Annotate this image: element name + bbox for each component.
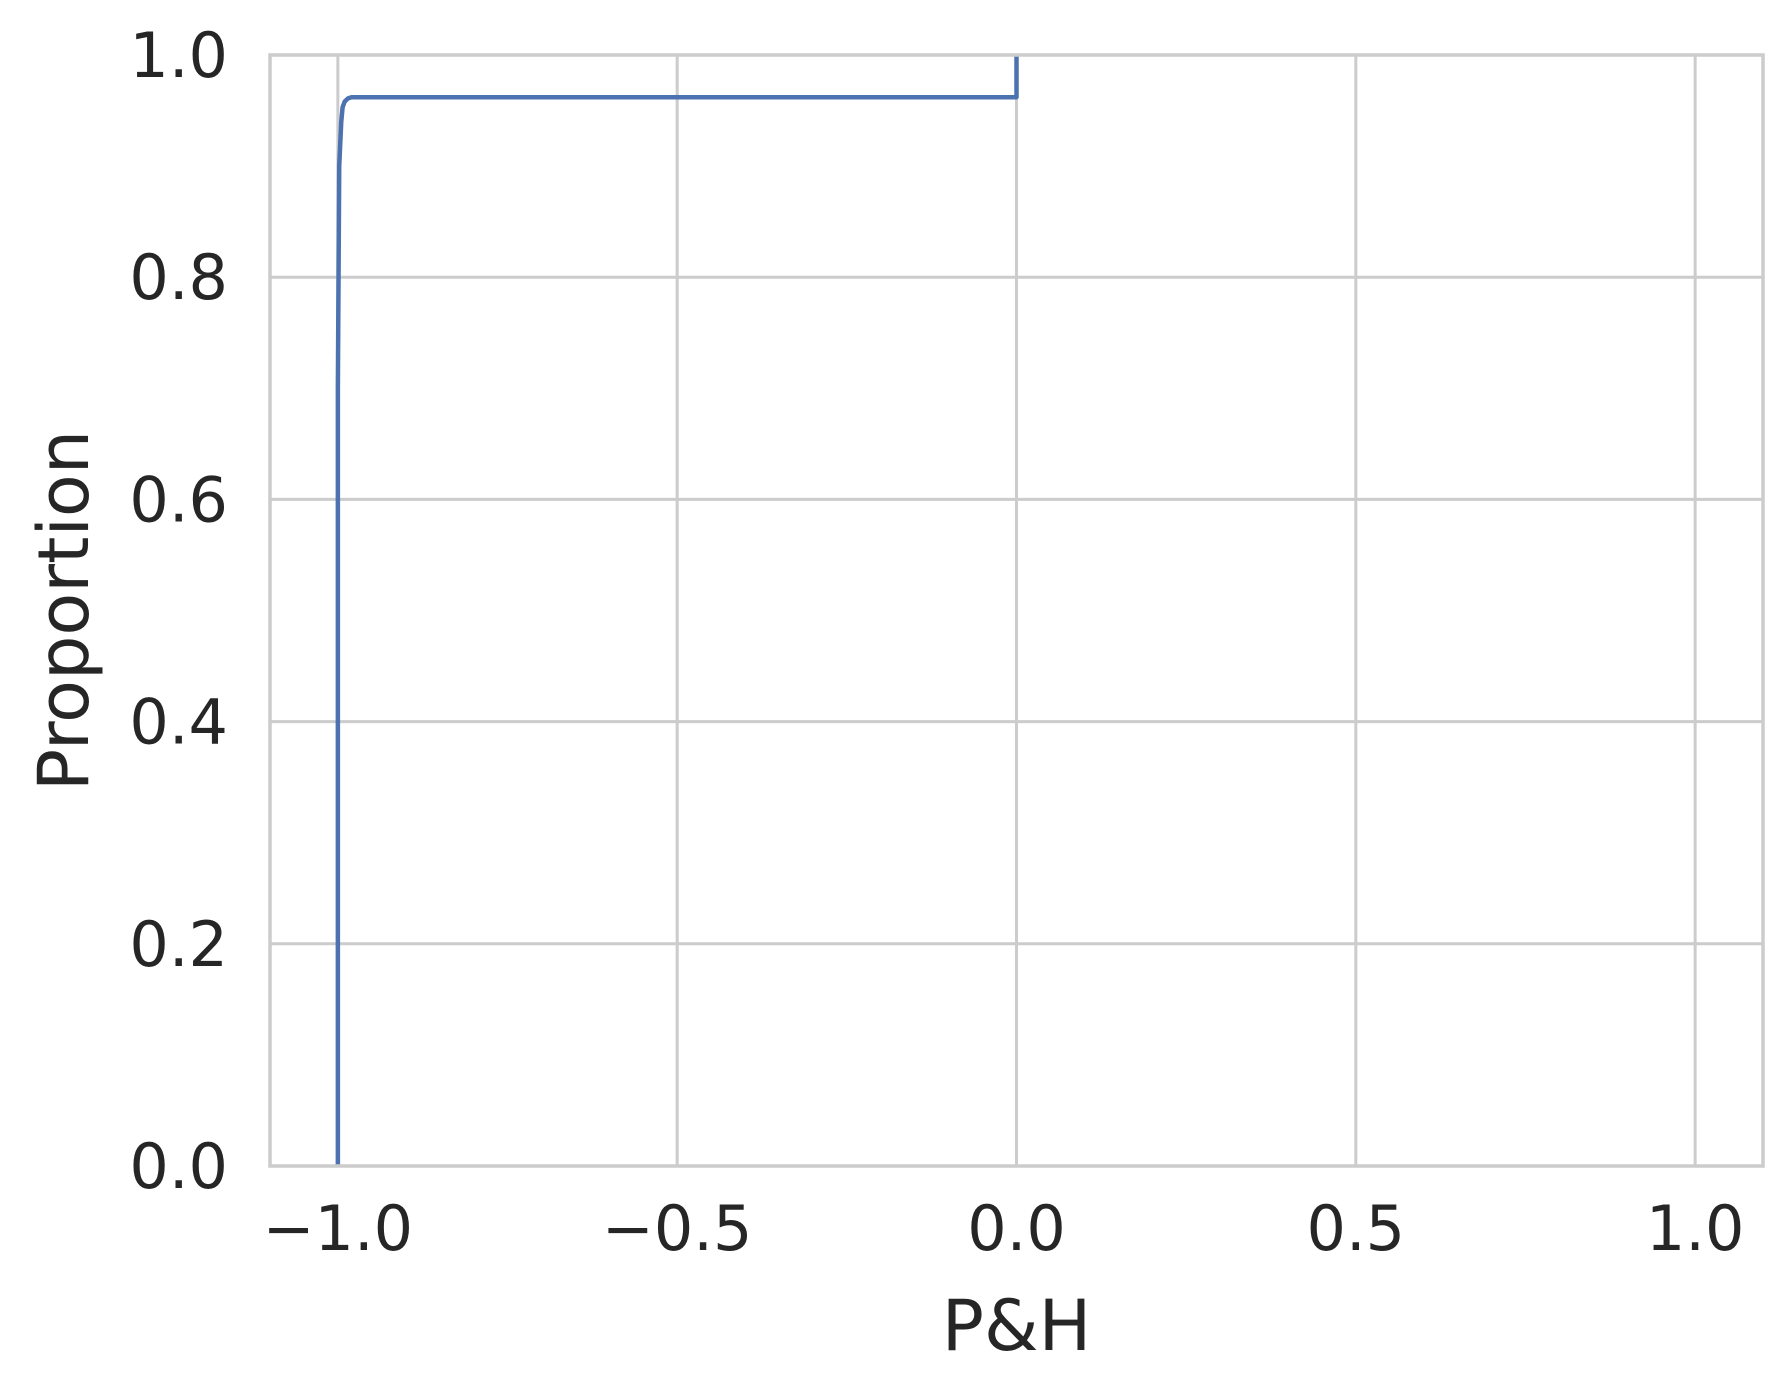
ecdf-series-line-0 [335, 55, 1019, 1166]
x-tick-label: −0.5 [602, 1192, 753, 1265]
y-tick-label: 0.0 [129, 1130, 228, 1203]
y-tick-label: 0.6 [129, 463, 228, 536]
y-tick-label: 0.8 [129, 241, 228, 314]
y-axis-label: Proportion [23, 430, 105, 791]
y-tick-label: 0.4 [129, 686, 228, 759]
x-tick-label: 0.5 [1307, 1192, 1406, 1265]
x-axis-label: P&H [942, 1285, 1091, 1367]
plot-border [268, 53, 1765, 1168]
x-tick-label: 1.0 [1646, 1192, 1745, 1265]
plot-frame [268, 53, 1765, 1168]
y-tick-labels: 0.0 0.2 0.4 0.6 0.8 1.0 [129, 19, 228, 1203]
x-tick-label: 0.0 [967, 1192, 1066, 1265]
y-tick-label: 1.0 [129, 19, 228, 92]
x-tick-label: −1.0 [263, 1192, 414, 1265]
x-tick-labels: −1.0 −0.5 0.0 0.5 1.0 [263, 1192, 1745, 1265]
series-layer [335, 55, 1019, 1166]
gridlines [270, 53, 1763, 1168]
y-tick-label: 0.2 [129, 908, 228, 981]
